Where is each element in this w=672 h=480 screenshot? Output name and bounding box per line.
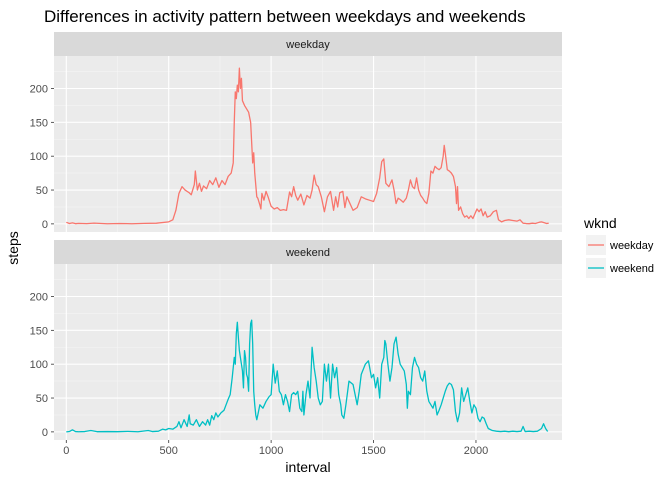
y-tick-label-weekend: 100 [30,359,48,371]
y-tick-label-weekday: 50 [36,185,48,197]
y-axis-title: steps [5,231,21,264]
legend-label-weekday: weekday [609,240,654,252]
strip-weekday-background [54,32,562,56]
x-tick-label: 1000 [259,445,283,457]
legend-title: wknd [583,215,617,231]
y-tick-label-weekday: 0 [42,219,48,231]
x-tick-label: 2000 [464,445,488,457]
plot-area-weekday [54,56,562,232]
series-line-weekday [66,67,549,225]
y-tick-label-weekend: 50 [36,393,48,405]
y-tick-label-weekday: 200 [30,83,48,95]
panel-weekend: weekend [54,240,562,440]
y-tick-label-weekday: 150 [30,117,48,129]
legend-label-weekend: weekend [609,263,654,275]
chart-title: Differences in activity pattern between … [44,7,526,26]
series-line-weekend [66,319,549,433]
x-tick-label: 500 [160,445,178,457]
strip-weekend-label: weekend [285,247,330,259]
panel-weekday: weekday [54,32,562,232]
y-tick-label-weekend: 200 [30,291,48,303]
x-tick-label: 1500 [361,445,385,457]
y-tick-label-weekend: 150 [30,325,48,337]
y-tick-label-weekday: 100 [30,151,48,163]
x-tick-label: 0 [63,445,69,457]
y-tick-label-weekend: 0 [42,427,48,439]
series-lines [66,67,549,433]
plot-area-weekend [54,264,562,440]
grid-lines [54,56,562,440]
strip-weekday-label: weekday [285,39,330,51]
legend: wknd weekday weekend [583,215,654,278]
strip-weekend-background [54,240,562,264]
x-axis-title: interval [285,459,330,475]
